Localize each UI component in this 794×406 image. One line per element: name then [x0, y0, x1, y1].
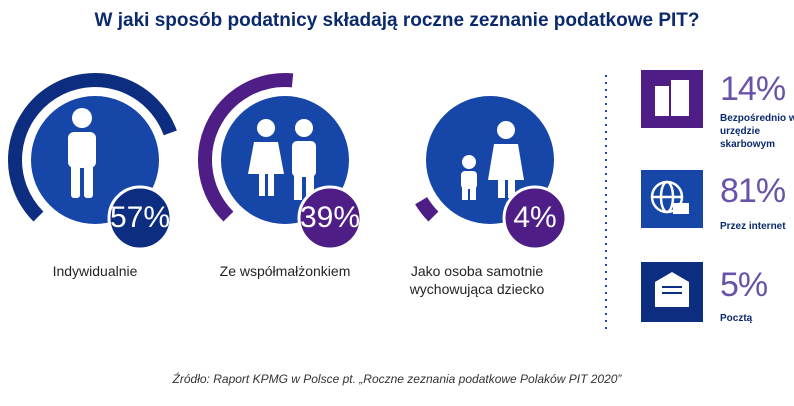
- value-disk: [297, 185, 363, 251]
- channel-label: Pocztą: [720, 313, 753, 324]
- channel-label: Przez internet: [720, 221, 786, 232]
- globe-icon: [650, 180, 684, 214]
- percent-arc: [8, 73, 177, 222]
- channel-value: 14%: [720, 70, 786, 108]
- parent-child-icon: [461, 121, 524, 200]
- mail-icon: [655, 272, 689, 307]
- value-disk: [502, 185, 568, 251]
- channel-label: Bezpośrednio w urzędzie skarbowym: [720, 113, 794, 150]
- percent-arc: [415, 196, 439, 222]
- title: W jaki sposób podatnicy składają roczne …: [94, 10, 700, 31]
- percent-arc: [198, 73, 294, 222]
- person-icon: [68, 108, 96, 198]
- value-disk: [107, 185, 173, 251]
- channel-value: 81%: [720, 172, 786, 210]
- value-label: 4%: [513, 201, 556, 234]
- value-label: 39%: [300, 201, 360, 234]
- source: Źródło: Raport KPMG w Polsce pt. „Roczne…: [172, 372, 622, 386]
- couple-icon: [248, 119, 316, 200]
- value-label: 57%: [110, 201, 170, 234]
- envelope-small: [673, 203, 689, 214]
- building-icon: [655, 80, 689, 116]
- group-label: Jako osoba samotnie wychowująca dziecko: [409, 263, 545, 297]
- group-label: Indywidualnie: [52, 263, 138, 279]
- channel-value: 5%: [720, 266, 768, 304]
- group-label: Ze współmałżonkiem: [219, 263, 351, 279]
